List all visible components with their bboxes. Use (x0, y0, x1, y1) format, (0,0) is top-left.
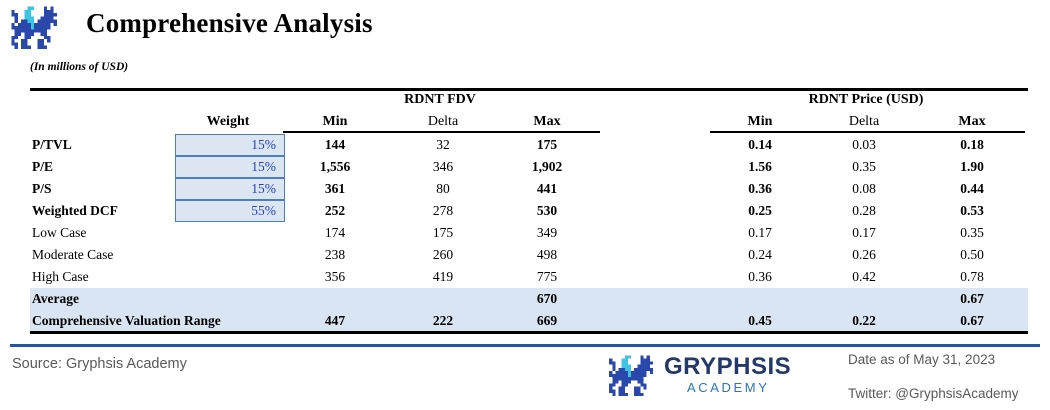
value-cell: 0.22 (852, 313, 876, 328)
value-cell: 0.18 (960, 137, 984, 152)
value-cell: 356 (324, 269, 346, 284)
value-cell: 175 (536, 137, 558, 152)
row-label: P/TVL (32, 137, 72, 152)
value-cell: 1.56 (748, 159, 772, 174)
value-cell: 0.14 (748, 137, 772, 152)
table-bottom-rule (30, 331, 1028, 334)
row-label: P/S (32, 181, 52, 196)
value-cell: 0.17 (748, 225, 772, 240)
value-cell: 447 (324, 313, 346, 328)
table-row: P/TVL 15% 144 32 175 0.14 0.03 0.18 (0, 134, 1050, 156)
value-cell: 174 (324, 225, 346, 240)
twitter-handle: Twitter: @GryphsisAcademy (848, 386, 1019, 401)
group-header-price: RDNT Price (USD) (808, 92, 924, 107)
value-cell: 0.53 (960, 203, 984, 218)
header-underline-price (710, 131, 1025, 133)
value-cell: 0.78 (960, 269, 984, 284)
weight-input-cell: 15% (175, 178, 285, 200)
footer-divider-rule (10, 344, 1040, 347)
col-header-fdv-delta: Delta (427, 114, 459, 129)
col-header-price-min: Min (747, 114, 773, 129)
value-cell: 498 (536, 247, 558, 262)
highlight-band (30, 310, 1028, 332)
value-cell: 0.24 (748, 247, 772, 262)
value-cell: 0.35 (960, 225, 984, 240)
table-top-rule (30, 88, 1028, 91)
value-cell: 278 (432, 203, 454, 218)
value-cell: 346 (432, 159, 454, 174)
table-row: P/E 15% 1,556 346 1,902 1.56 0.35 1.90 (0, 156, 1050, 178)
table-row: Weighted DCF 55% 252 278 530 0.25 0.28 0.53 (0, 200, 1050, 222)
highlight-band (30, 288, 1028, 310)
row-label: Comprehensive Valuation Range (32, 313, 221, 328)
table-row: High Case 356 419 775 0.36 0.42 0.78 (0, 266, 1050, 288)
table-row: P/S 15% 361 80 441 0.36 0.08 0.44 (0, 178, 1050, 200)
row-label: Average (32, 291, 79, 306)
brand-subtitle: ACADEMY (687, 380, 770, 395)
value-cell: 349 (536, 225, 558, 240)
value-cell: 1,556 (319, 159, 351, 174)
table-row: Average 670 0.67 (0, 288, 1050, 310)
col-header-price-max: Max (958, 114, 986, 129)
units-note: (In millions of USD) (30, 61, 129, 73)
value-cell: 0.26 (852, 247, 876, 262)
value-cell: 670 (536, 291, 558, 306)
value-cell: 441 (536, 181, 558, 196)
row-label: Moderate Case (32, 247, 114, 262)
row-label: P/E (32, 159, 54, 174)
value-cell: 0.36 (748, 269, 772, 284)
value-cell: 0.44 (960, 181, 984, 196)
value-cell: 222 (432, 313, 454, 328)
page-title: Comprehensive Analysis (86, 8, 373, 38)
value-cell: 361 (324, 181, 346, 196)
col-header-fdv-max: Max (533, 114, 561, 129)
value-cell: 32 (436, 137, 450, 152)
value-cell: 0.28 (852, 203, 876, 218)
date-note: Date as of May 31, 2023 (848, 352, 996, 367)
gryphsis-dragon-logo-icon (606, 352, 656, 396)
source-note: Source: Gryphsis Academy (12, 356, 187, 372)
value-cell: 1.90 (960, 159, 984, 174)
weight-input-cell: 55% (175, 200, 285, 222)
value-cell: 238 (324, 247, 346, 262)
col-header-weight: Weight (206, 114, 250, 129)
value-cell: 775 (536, 269, 558, 284)
table-row: Moderate Case 238 260 498 0.24 0.26 0.50 (0, 244, 1050, 266)
value-cell: 0.50 (960, 247, 984, 262)
value-cell: 0.45 (748, 313, 772, 328)
value-cell: 252 (324, 203, 346, 218)
value-cell: 0.67 (960, 313, 984, 328)
group-header-fdv: RDNT FDV (404, 92, 476, 107)
value-cell: 1,902 (531, 159, 563, 174)
value-cell: 530 (536, 203, 558, 218)
weight-input-cell: 15% (175, 156, 285, 178)
table-row: Low Case 174 175 349 0.17 0.17 0.35 (0, 222, 1050, 244)
value-cell: 0.08 (852, 181, 876, 196)
value-cell: 0.67 (960, 291, 984, 306)
value-cell: 260 (432, 247, 454, 262)
brand-name: GRYPHSIS (664, 353, 792, 380)
value-cell: 80 (436, 181, 450, 196)
weight-input-cell: 15% (175, 134, 285, 156)
col-header-fdv-min: Min (322, 114, 348, 129)
value-cell: 0.36 (748, 181, 772, 196)
value-cell: 175 (432, 225, 454, 240)
value-cell: 419 (432, 269, 454, 284)
value-cell: 669 (536, 313, 558, 328)
value-cell: 0.42 (852, 269, 876, 284)
value-cell: 144 (324, 137, 346, 152)
table-row: Comprehensive Valuation Range 447 222 669 0.… (0, 310, 1050, 332)
row-label: High Case (32, 269, 89, 284)
gryphsis-dragon-logo-icon (8, 3, 60, 49)
value-cell: 0.25 (748, 203, 772, 218)
value-cell: 0.03 (852, 137, 876, 152)
row-label: Low Case (32, 225, 87, 240)
header-underline-fdv (283, 131, 600, 133)
col-header-price-delta: Delta (848, 114, 880, 129)
value-cell: 0.35 (852, 159, 876, 174)
row-label: Weighted DCF (32, 203, 118, 218)
value-cell: 0.17 (852, 225, 876, 240)
